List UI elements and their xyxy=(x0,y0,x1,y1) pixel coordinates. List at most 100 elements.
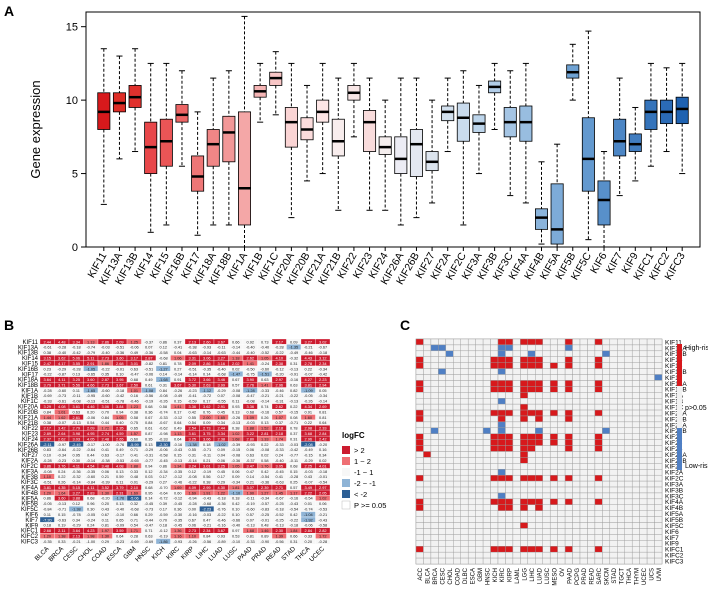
risk-cell xyxy=(602,522,611,529)
risk-cell xyxy=(520,557,529,565)
risk-cell xyxy=(587,522,596,529)
risk-cell xyxy=(602,362,611,369)
cell-value: 0.09 xyxy=(232,474,240,479)
risk-cell xyxy=(482,498,491,505)
risk-cell xyxy=(617,546,625,553)
risk-cell xyxy=(609,551,618,559)
risk-cell xyxy=(453,374,461,381)
risk-cell xyxy=(520,368,529,375)
cell-value: 2.78 xyxy=(304,361,312,366)
risk-cell xyxy=(460,516,469,523)
risk-cell xyxy=(415,415,424,423)
cell-value: -0.62 xyxy=(159,426,168,431)
cell-value: 0.68 xyxy=(87,496,95,501)
cell-value: 4.08 xyxy=(116,463,124,468)
risk-cell xyxy=(430,344,439,352)
risk-cell xyxy=(497,380,506,387)
cell-value: -0.61 xyxy=(43,345,52,350)
risk-cell xyxy=(527,557,536,565)
risk-cell xyxy=(609,421,618,429)
row-label: KIF2C xyxy=(21,464,39,470)
risk-cell xyxy=(646,445,655,452)
risk-cell xyxy=(415,356,424,363)
cell-value: -0.54 xyxy=(260,474,270,479)
risk-cell xyxy=(557,534,566,541)
risk-cell xyxy=(423,409,432,417)
cell-value: 1.98 xyxy=(87,534,95,539)
cell-value: -0.06 xyxy=(144,372,153,377)
risk-cell xyxy=(430,409,439,417)
risk-cell xyxy=(654,350,663,357)
risk-cell xyxy=(549,427,558,434)
risk-cell xyxy=(587,474,596,482)
cell-value: 0.58 xyxy=(261,458,269,463)
risk-cell xyxy=(609,469,618,476)
risk-cell xyxy=(609,439,618,446)
cell-value: -0.05 xyxy=(86,512,95,517)
risk-cell xyxy=(520,504,529,511)
risk-cell xyxy=(527,522,536,529)
risk-cell xyxy=(453,469,461,476)
risk-cell xyxy=(542,463,551,470)
column-label: LUAD xyxy=(207,545,224,562)
risk-cell xyxy=(505,380,514,387)
risk-cell xyxy=(512,409,521,417)
cell-value: 0.06 xyxy=(246,447,254,452)
cell-value: 0.14 xyxy=(246,474,254,479)
risk-cell xyxy=(460,409,469,417)
risk-cell xyxy=(497,409,506,417)
risk-cell xyxy=(475,457,484,464)
cell-value: 3.29 xyxy=(43,404,51,409)
risk-cell xyxy=(617,356,625,363)
cell-value: 3.25 xyxy=(217,463,225,468)
risk-cell xyxy=(512,338,521,346)
risk-cell xyxy=(467,380,476,387)
row-label: KIF20B xyxy=(18,410,38,416)
risk-cell xyxy=(557,516,566,523)
risk-cell xyxy=(527,528,536,535)
risk-cell xyxy=(624,356,633,363)
cell-value: 1.13 xyxy=(174,431,182,436)
risk-cell xyxy=(438,546,447,553)
cell-value: 2.62 xyxy=(275,404,283,409)
risk-cell xyxy=(475,445,484,452)
risk-cell xyxy=(490,480,499,488)
risk-cell xyxy=(467,522,476,529)
row-label: KIF4A xyxy=(21,486,38,492)
cell-value: -0.14 xyxy=(86,458,96,463)
cell-value: 1.38 xyxy=(58,534,66,539)
cell-value: 0.83 xyxy=(43,447,51,452)
cell-value: 0.13 xyxy=(116,501,124,506)
risk-cell xyxy=(490,546,499,553)
risk-cell xyxy=(490,540,499,547)
cell-value: -0.60 xyxy=(101,393,111,398)
cell-value: 3.15 xyxy=(43,355,51,360)
risk-cell xyxy=(617,421,625,429)
risk-cell xyxy=(497,469,506,476)
risk-cell xyxy=(430,445,439,452)
risk-cell xyxy=(505,362,514,369)
risk-cell xyxy=(654,451,663,458)
risk-cell xyxy=(482,421,491,429)
risk-cell xyxy=(646,415,655,423)
risk-cell xyxy=(631,486,640,494)
risk-cell xyxy=(646,386,655,393)
cell-value: 0.84 xyxy=(203,534,211,539)
risk-cell xyxy=(631,427,640,434)
risk-cell xyxy=(549,451,558,458)
risk-cell xyxy=(475,439,484,446)
risk-cell xyxy=(602,504,611,511)
cell-value: -0.63 xyxy=(217,350,226,355)
risk-cell xyxy=(646,398,655,405)
risk-cell xyxy=(467,463,476,470)
cell-value: 2.73 xyxy=(188,528,196,533)
cell-value: -0.42 xyxy=(318,372,327,377)
risk-cell xyxy=(460,445,469,452)
cell-value: -0.83 xyxy=(260,507,269,512)
risk-cell xyxy=(482,439,491,446)
risk-cell xyxy=(624,498,633,505)
risk-cell xyxy=(542,480,551,488)
cell-value: 0.68 xyxy=(145,404,153,409)
risk-cell xyxy=(460,427,469,434)
cell-value: 3.24 xyxy=(188,463,196,468)
